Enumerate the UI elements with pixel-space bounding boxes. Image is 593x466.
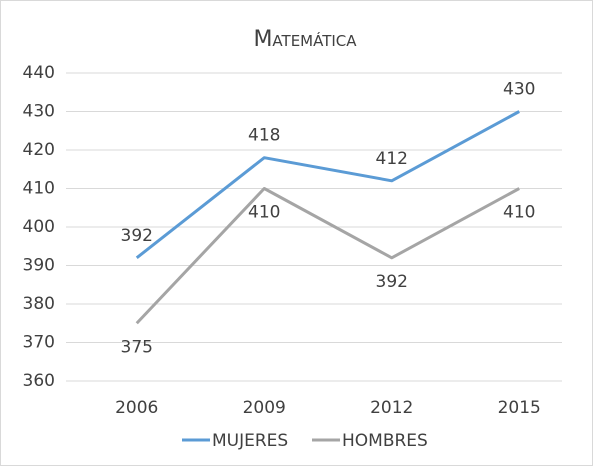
series-line: [135, 187, 520, 325]
chart-title: Matemática: [253, 27, 357, 52]
data-label: 410: [248, 203, 280, 223]
x-tick-label: 2009: [243, 398, 286, 418]
x-tick-label: 2012: [370, 398, 413, 418]
data-label: 392: [121, 226, 153, 246]
legend-label: MUJERES: [212, 431, 288, 451]
y-tick-label: 360: [23, 371, 55, 391]
series-line: [135, 110, 520, 259]
data-label: 410: [503, 203, 535, 223]
data-label: 375: [121, 337, 153, 357]
data-label: 418: [248, 126, 280, 146]
y-tick-label: 370: [23, 333, 55, 353]
y-tick-label: 410: [23, 179, 55, 199]
y-tick-label: 420: [23, 140, 55, 160]
y-tick-label: 430: [23, 102, 55, 122]
data-label: 430: [503, 80, 535, 100]
y-tick-label: 390: [23, 256, 55, 276]
y-tick-label: 380: [23, 294, 55, 314]
y-tick-label: 400: [23, 217, 55, 237]
x-tick-label: 2015: [498, 398, 541, 418]
legend-label: HOMBRES: [342, 431, 428, 451]
y-tick-label: 440: [23, 63, 55, 83]
x-tick-label: 2006: [115, 398, 158, 418]
data-label: 392: [376, 272, 408, 292]
data-label: 412: [376, 149, 408, 169]
